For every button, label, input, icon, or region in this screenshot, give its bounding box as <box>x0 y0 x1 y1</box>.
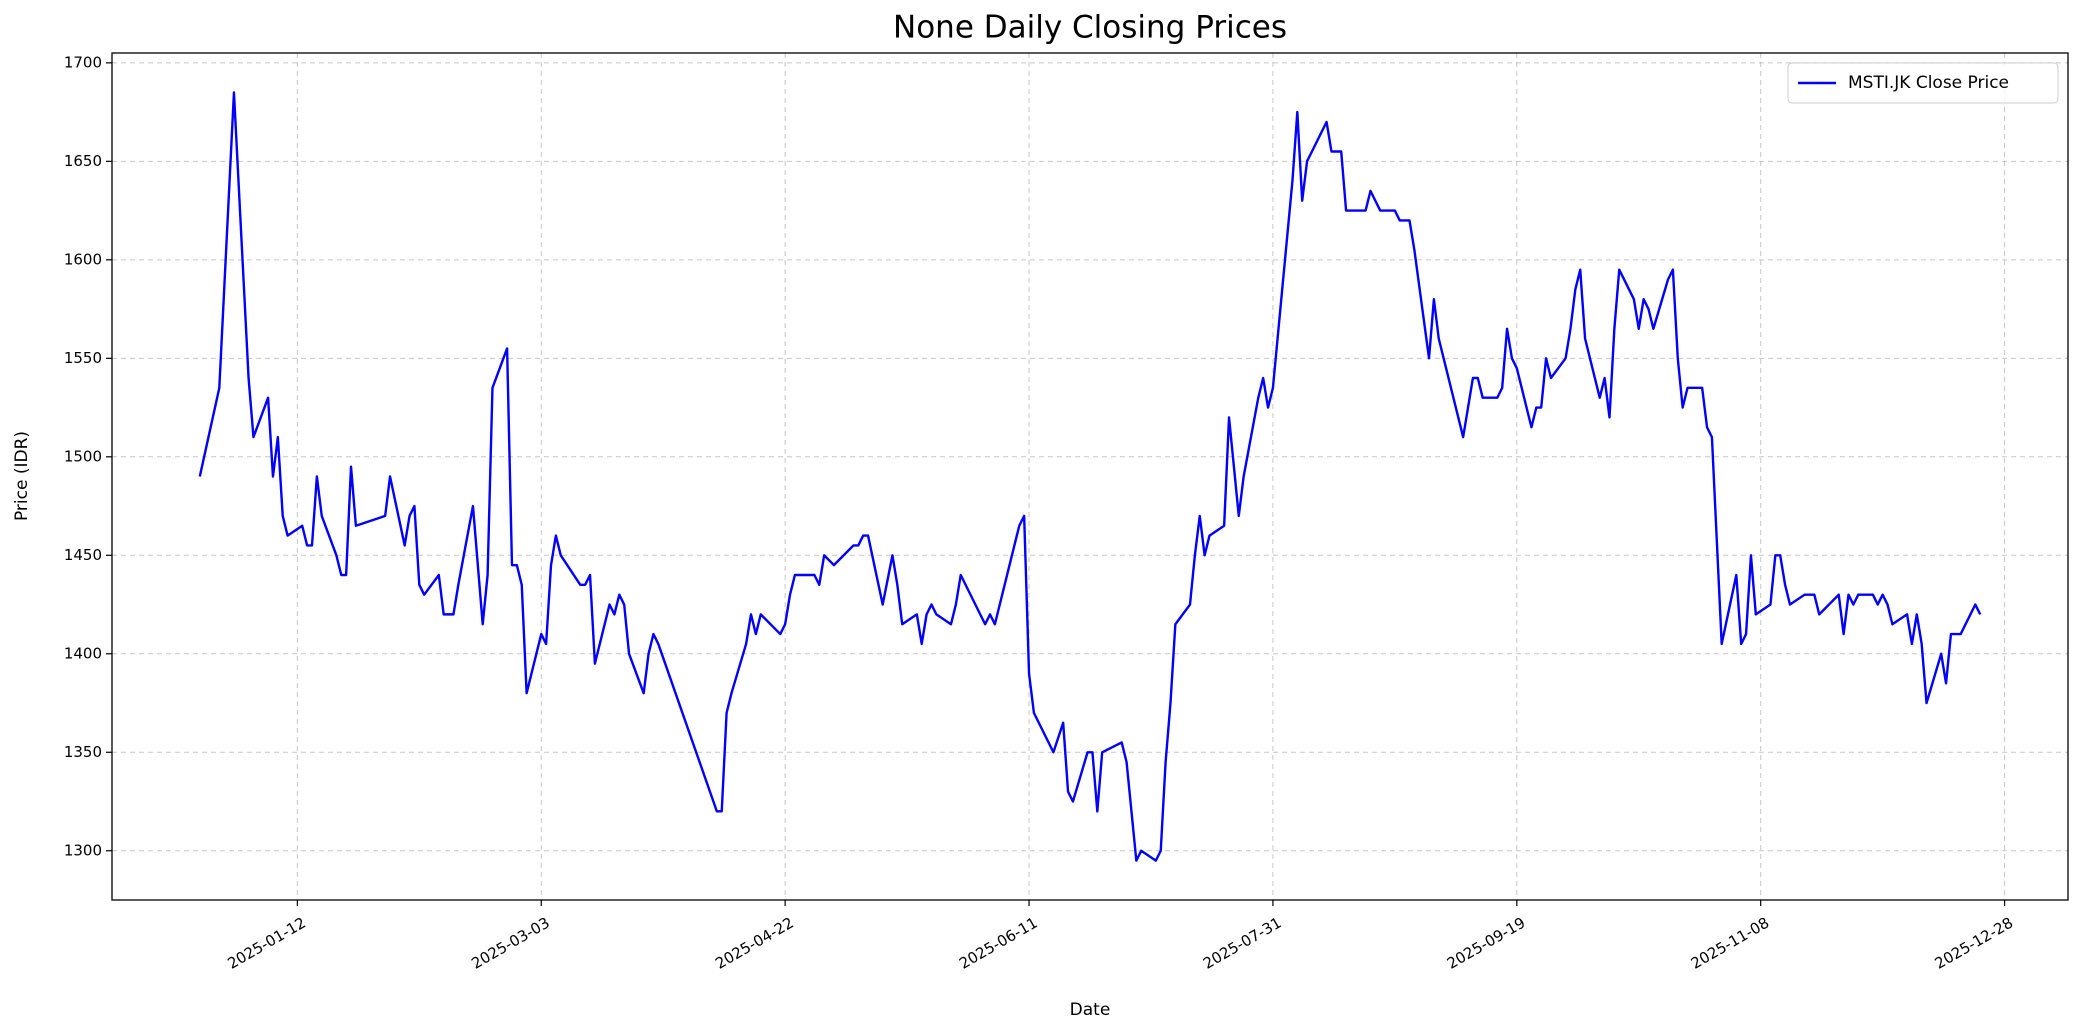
y-tick-label: 1500 <box>64 447 102 465</box>
y-tick-label: 1700 <box>64 53 102 71</box>
y-axis-label: Price (IDR) <box>12 431 32 521</box>
x-tick-label: 2025-07-31 <box>1200 914 1285 973</box>
y-tick-label: 1650 <box>64 152 102 170</box>
legend-box <box>1787 62 2059 104</box>
axes-frame <box>111 52 2069 901</box>
x-tick-label: 2025-11-08 <box>1688 914 1773 973</box>
legend-label: MSTI.JK Close Price <box>1848 73 2009 93</box>
y-tick-label: 1550 <box>64 349 102 367</box>
x-tick-label: 2025-12-28 <box>1932 914 2017 973</box>
y-tick-label: 1400 <box>64 644 102 662</box>
chart-title: None Daily Closing Prices <box>893 10 1287 46</box>
x-tick-label: 2025-09-19 <box>1444 914 1529 973</box>
y-tick-label: 1450 <box>64 546 102 564</box>
x-axis-label: Date <box>1070 1000 1111 1020</box>
y-tick-label: 1600 <box>64 250 102 268</box>
x-tick-label: 2025-04-22 <box>712 914 797 973</box>
x-tick-label: 2025-06-11 <box>956 914 1041 973</box>
x-tick-label: 2025-01-12 <box>224 914 309 973</box>
y-tick-label: 1350 <box>64 743 102 761</box>
price-line <box>198 91 1982 862</box>
x-tick-label: 2025-03-03 <box>468 914 553 973</box>
y-tick-label: 1300 <box>64 841 102 859</box>
